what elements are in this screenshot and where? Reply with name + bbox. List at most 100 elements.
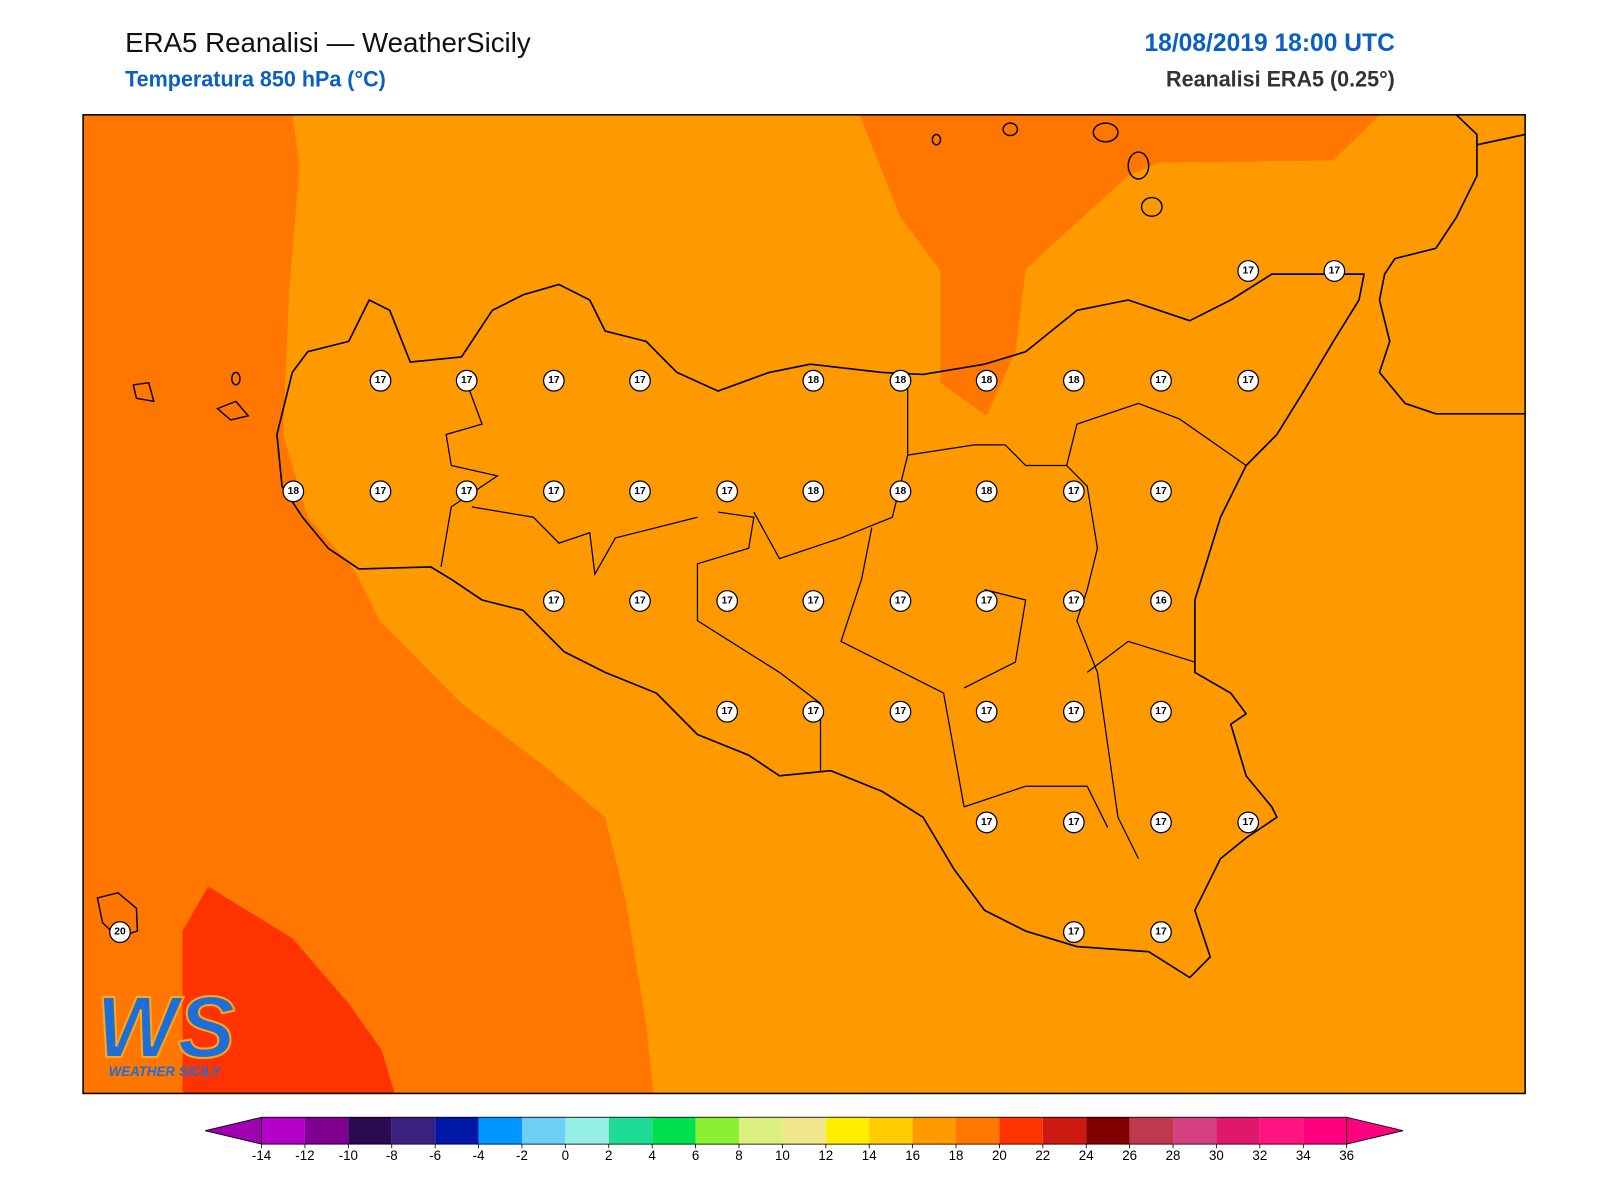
colorbar-tick-label: 22	[1035, 1148, 1050, 1163]
station-marker	[975, 369, 998, 392]
station: 17	[369, 480, 392, 503]
colorbar-box	[999, 1117, 1043, 1145]
island	[1002, 122, 1019, 137]
station-marker	[542, 369, 565, 392]
station-value: 17	[548, 486, 560, 497]
station-value: 17	[1155, 927, 1167, 938]
station: 18	[282, 480, 305, 503]
colorbar-tick-label: 26	[1122, 1148, 1137, 1163]
station-value: 17	[895, 596, 907, 607]
island	[132, 381, 155, 403]
station-value: 17	[634, 596, 646, 607]
colorbar-tick-label: -2	[516, 1148, 528, 1163]
station-marker	[975, 480, 998, 503]
station: 17	[1062, 480, 1085, 503]
islands	[96, 122, 1163, 939]
colorbar-box	[782, 1117, 826, 1145]
station: 18	[802, 369, 825, 392]
station: 17	[1150, 921, 1172, 944]
station: 17	[1062, 811, 1085, 834]
station: 17	[889, 700, 912, 723]
station-marker	[1323, 260, 1346, 282]
colorbar-tick-label: 16	[905, 1148, 920, 1163]
station-marker	[1062, 590, 1085, 612]
station-marker	[802, 480, 825, 503]
island	[231, 371, 241, 386]
station-value: 17	[1329, 266, 1341, 277]
station-value: 17	[808, 706, 820, 717]
station-marker	[975, 590, 998, 612]
station-value: 16	[1155, 596, 1167, 607]
colorbar-box	[956, 1117, 1000, 1145]
station: 17	[1237, 811, 1260, 834]
title: ERA5 Reanalisi — WeatherSicily	[125, 27, 531, 58]
station-marker	[542, 590, 565, 612]
station: 17	[542, 480, 565, 503]
colorbar-tick-label: -4	[473, 1148, 485, 1163]
station: 17	[975, 811, 998, 834]
station-value: 17	[1068, 927, 1080, 938]
colorbar-box	[1303, 1117, 1347, 1145]
colorbar-over	[1346, 1116, 1404, 1145]
station-value: 18	[288, 486, 300, 497]
station-value: 20	[114, 927, 126, 938]
station-marker	[629, 480, 651, 503]
datetime: 18/08/2019 18:00 UTC	[1144, 30, 1395, 57]
station-value: 17	[981, 596, 993, 607]
colorbar-box	[1086, 1117, 1130, 1145]
station: 17	[629, 369, 651, 392]
station-value: 17	[1242, 375, 1254, 386]
station-value: 18	[895, 375, 907, 386]
colorbar-box	[261, 1117, 305, 1145]
colorbar-box	[348, 1117, 392, 1145]
colorbar-box	[391, 1117, 436, 1145]
colorbar-tick-label: 36	[1339, 1148, 1354, 1163]
station: 16	[1150, 590, 1172, 612]
station: 17	[542, 369, 565, 392]
colorbar-tick-label: 20	[992, 1148, 1007, 1163]
colorbar-frame	[261, 1116, 1348, 1145]
station: 17	[455, 369, 478, 392]
station-marker	[1150, 811, 1172, 834]
colorbar-box	[1042, 1117, 1087, 1145]
station: 17	[1150, 369, 1172, 392]
station: 17	[716, 590, 739, 612]
station-marker	[1062, 369, 1085, 392]
station-value: 17	[548, 596, 560, 607]
island	[1140, 196, 1163, 217]
station-marker	[369, 480, 392, 503]
station-marker	[889, 369, 912, 392]
logo: WS WEATHER SICILY	[95, 979, 236, 1079]
map-frame	[82, 114, 1526, 1095]
colorbar-box	[652, 1117, 696, 1145]
source: Reanalisi ERA5 (0.25°)	[1166, 66, 1395, 91]
colorbar: -14 -12 -10 -8 -6 -4 -2 0 2 4 6 8 10 12 14 16 18 20 22 24 26…	[205, 1116, 1404, 1163]
station-marker	[889, 590, 912, 612]
island	[216, 400, 250, 421]
station-value: 17	[1155, 375, 1167, 386]
station-marker	[629, 369, 651, 392]
station-marker	[716, 480, 739, 503]
station-value: 17	[1242, 266, 1254, 277]
logo-mark: WS	[96, 980, 235, 1076]
station: 17	[1150, 811, 1172, 834]
station-value: 18	[981, 375, 993, 386]
station-marker	[1062, 811, 1085, 834]
station-marker	[889, 480, 912, 503]
colorbar-tick-label: 32	[1252, 1148, 1267, 1163]
island	[1092, 122, 1119, 143]
station-value: 17	[1155, 817, 1167, 828]
station: 18	[889, 480, 912, 503]
station-marker	[1237, 811, 1260, 834]
station-marker	[1062, 921, 1085, 944]
island	[1127, 151, 1150, 180]
station-marker	[1062, 700, 1085, 723]
station: 17	[1323, 260, 1346, 282]
station-value: 18	[895, 486, 907, 497]
station: 17	[1237, 260, 1260, 282]
station-marker	[1150, 480, 1172, 503]
colorbar-tick-label: 18	[949, 1148, 964, 1163]
station-value: 17	[981, 817, 993, 828]
colorbar-tick-label: 2	[605, 1148, 612, 1163]
